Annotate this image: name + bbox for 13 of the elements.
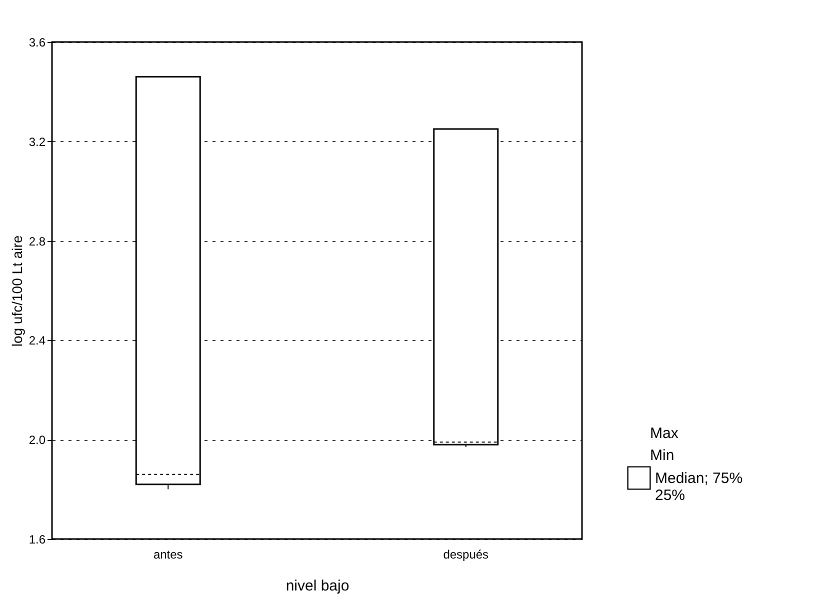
text: Min [650, 447, 674, 464]
x-axis-title: nivel bajo [286, 578, 350, 594]
legend-label: Median; 75% 25% [655, 470, 743, 504]
y-tick-label: 3.6 [28, 36, 46, 50]
y-tick-label: 2.8 [28, 234, 46, 248]
y-tick-label: 1.6 [28, 532, 46, 546]
x-tick-label: antes [153, 548, 183, 562]
y-tick-label: 3.2 [28, 134, 46, 149]
y-tick-label: 2.0 [28, 433, 46, 448]
y-tick-label: 2.4 [28, 334, 46, 348]
text: Max [650, 425, 679, 442]
y-axis-title: log ufc/100 Lt aire [8, 235, 25, 347]
x-tick-label: después [443, 548, 489, 562]
